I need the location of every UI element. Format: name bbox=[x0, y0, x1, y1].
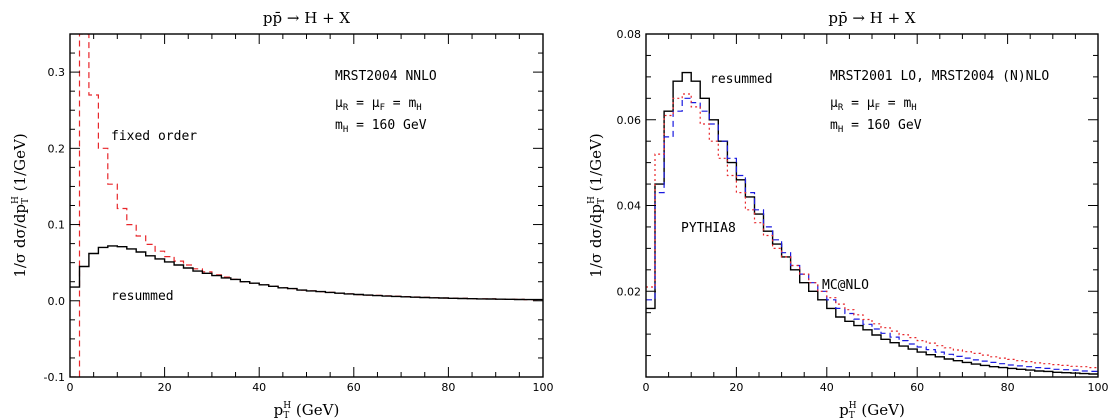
series-fixed-order-line bbox=[70, 34, 543, 377]
mass-annotation: mH = 160 GeV bbox=[335, 118, 427, 135]
scale-annotation: μR = μF = mH bbox=[335, 96, 422, 113]
x-tick-label: 40 bbox=[252, 381, 266, 394]
pdf-annotation: MRST2001 LO, MRST2004 (N)NLO bbox=[830, 69, 1049, 84]
right-panel: 0 20 40 60 80 100 0.02 0.04 0.06 0.08 pp̄ → H + X p… bbox=[587, 9, 1109, 420]
series-label-mcatnlo: MC@NLO bbox=[822, 278, 869, 293]
mass-annotation: mH = 160 GeV bbox=[830, 118, 922, 135]
chart-title: pp̄ → H + X bbox=[263, 9, 350, 27]
series-pythia8-line bbox=[646, 93, 1098, 369]
pdf-annotation: MRST2004 NNLO bbox=[335, 69, 437, 84]
y-tick-label: 0.2 bbox=[48, 142, 66, 155]
scale-annotation: μR = μF = mH bbox=[830, 96, 917, 113]
plot-frame bbox=[69, 33, 544, 378]
x-tick-label: 0 bbox=[643, 381, 650, 394]
x-axis-label: pTH (GeV) bbox=[839, 401, 905, 420]
x-tick-label: 20 bbox=[729, 381, 743, 394]
series-label-resummed: resummed bbox=[111, 289, 174, 304]
series-resummed-line bbox=[70, 245, 543, 301]
x-tick-label: 100 bbox=[1088, 381, 1109, 394]
x-tick-label: 80 bbox=[1001, 381, 1015, 394]
y-tick-label: 0.04 bbox=[617, 200, 642, 213]
y-tick-label: 0.0 bbox=[48, 295, 66, 308]
chart-title: pp̄ → H + X bbox=[828, 9, 915, 27]
x-tick-label: 20 bbox=[158, 381, 172, 394]
series-mcatnlo-line bbox=[646, 97, 1098, 372]
left-panel: 0 20 40 60 80 100 -0.1 0.0 0.1 0.2 0.3 pp̄ → H + X p… bbox=[11, 9, 554, 420]
y-axis-label: 1/σ dσ/dpTH (1/GeV) bbox=[587, 133, 607, 277]
x-tick-label: 40 bbox=[820, 381, 834, 394]
y-tick-label: 0.3 bbox=[48, 66, 66, 79]
y-tick-label: 0.06 bbox=[617, 114, 642, 127]
x-axis-label: pTH (GeV) bbox=[274, 401, 340, 420]
y-tick-label: 0.08 bbox=[617, 28, 642, 41]
x-tick-label: 0 bbox=[67, 381, 74, 394]
series-label-fixed-order: fixed order bbox=[111, 129, 197, 144]
x-tick-label: 80 bbox=[441, 381, 455, 394]
series-label-resummed: resummed bbox=[710, 72, 773, 87]
y-tick-label: 0.1 bbox=[48, 219, 66, 232]
y-tick-label: 0.02 bbox=[617, 285, 642, 298]
x-tick-label: 60 bbox=[910, 381, 924, 394]
series-label-pythia8: PYTHIA8 bbox=[681, 221, 736, 236]
y-axis-label: 1/σ dσ/dpTH (1/GeV) bbox=[11, 133, 31, 277]
x-tick-label: 60 bbox=[347, 381, 361, 394]
y-tick-label: -0.1 bbox=[44, 371, 65, 384]
x-tick-label: 100 bbox=[533, 381, 554, 394]
